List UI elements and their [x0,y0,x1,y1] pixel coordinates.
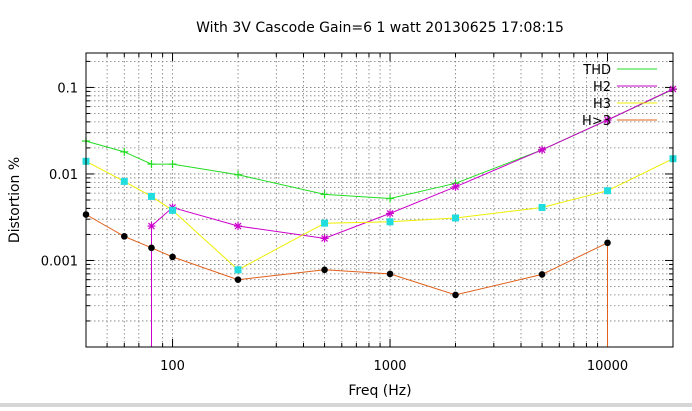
data-point [234,276,242,283]
x-tick-label: 10000 [587,359,628,374]
data-point [320,234,329,243]
data-point [120,147,129,156]
data-point [120,233,128,240]
y-tick-label: 0.1 [57,81,78,96]
data-point [386,194,395,203]
data-point [169,206,177,214]
data-point [452,214,460,222]
data-point [538,271,546,278]
series-line [151,88,674,347]
y-tick-label: 0.001 [41,254,78,269]
data-point [147,222,156,231]
data-point [386,270,394,278]
legend-label: H2 [593,80,611,95]
axis-ticks: 100 1000 10000 0.001 0.01 0.1 [41,53,674,374]
x-tick-label: 100 [160,359,185,374]
data-point [321,219,329,227]
data-point [386,218,394,226]
x-tick-label: 1000 [373,359,406,374]
window-bottom-edge [0,403,692,407]
data-point [538,145,547,154]
legend-label: H>3 [582,114,611,129]
data-point [234,170,243,179]
data-point [147,192,155,200]
data-point [148,244,155,252]
legend: THD H2 H3 H>3 [582,63,657,129]
y-axis-label: Distortion % [7,157,23,243]
series-layer [82,84,677,347]
series-line [85,158,674,271]
data-point [604,239,611,247]
data-point [120,177,128,185]
series-3 [82,211,611,347]
data-point [168,160,177,169]
data-point [169,253,176,261]
data-point [147,160,156,169]
plot-frame [85,52,674,348]
x-axis-label: Freq (Hz) [348,383,411,399]
data-point [604,187,612,195]
data-point [451,182,460,191]
legend-label: H3 [593,97,611,112]
data-point [234,266,242,274]
data-point [603,116,612,125]
chart-title: With 3V Cascode Gain=6 1 watt 20130625 1… [196,20,564,36]
legend-label: THD [582,63,611,78]
data-point [320,190,329,199]
y-tick-label: 0.01 [49,168,78,183]
data-point [452,291,459,299]
series-0 [82,85,677,203]
data-point [321,266,328,274]
grid [85,53,674,348]
data-point [386,209,395,218]
data-point [538,203,546,211]
data-point [234,222,243,231]
